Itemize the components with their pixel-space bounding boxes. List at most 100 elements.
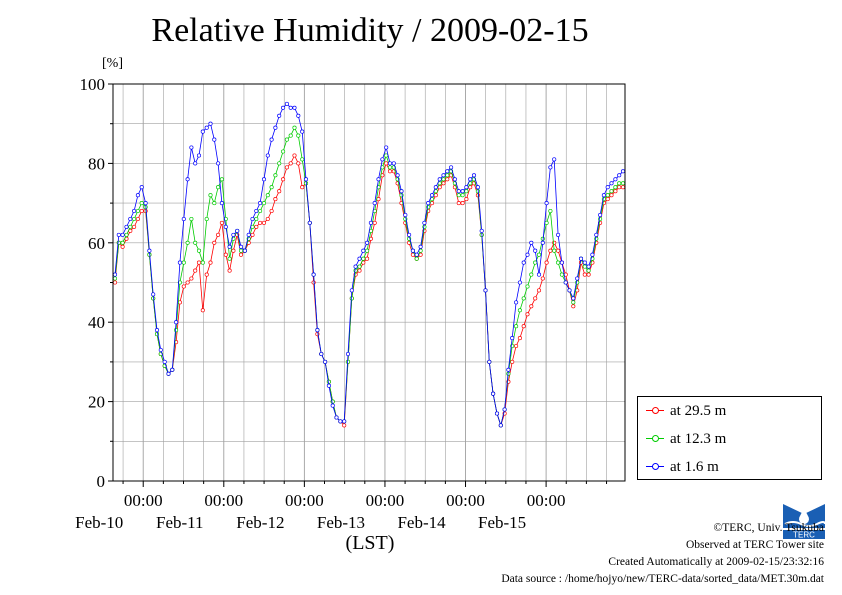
footer-created: Created Automatically at 2009-02-15/23:3…: [608, 556, 824, 568]
data-point: [372, 220, 377, 225]
data-point: [238, 248, 244, 253]
data-point: [296, 161, 301, 166]
data-point: [227, 244, 232, 249]
data-point: [426, 201, 431, 206]
legend-marker: [646, 434, 664, 444]
data-point: [292, 105, 297, 110]
data-point: [368, 220, 373, 225]
data-point: [112, 272, 118, 277]
data-point: [357, 256, 362, 261]
data-point: [311, 280, 316, 285]
data-point: [277, 113, 282, 118]
series-2: [112, 101, 626, 428]
data-point: [269, 185, 274, 190]
data-point: [250, 232, 255, 237]
data-point: [456, 201, 461, 206]
data-point: [349, 288, 354, 293]
data-point: [586, 268, 591, 273]
data-point: [258, 220, 263, 225]
data-point: [571, 296, 576, 301]
data-point: [288, 133, 293, 138]
data-point: [609, 189, 614, 194]
data-point: [491, 391, 496, 396]
data-point: [483, 288, 488, 293]
data-point: [135, 216, 140, 222]
data-point: [556, 232, 561, 237]
data-point: [613, 177, 618, 182]
data-point: [292, 153, 297, 158]
data-point: [132, 208, 137, 214]
data-point: [258, 201, 263, 206]
data-point: [300, 157, 305, 162]
data-point: [300, 185, 305, 190]
data-point: [342, 423, 347, 428]
data-point: [185, 280, 190, 285]
series-1: [112, 125, 626, 428]
data-point: [414, 256, 419, 261]
data-point: [449, 165, 454, 170]
data-point: [407, 232, 412, 237]
data-point: [391, 161, 396, 166]
data-point: [525, 312, 530, 317]
legend-item-12-3m: at 12.3 m: [646, 427, 726, 451]
data-point: [437, 177, 442, 182]
data-point: [124, 232, 129, 237]
data-point: [414, 252, 419, 257]
data-point: [536, 252, 542, 257]
data-point: [208, 193, 213, 198]
data-point: [582, 272, 587, 277]
x-tick-date-label: Feb-14: [397, 513, 446, 532]
data-point: [307, 220, 312, 225]
data-point: [177, 260, 182, 265]
data-point: [582, 264, 587, 269]
data-point: [204, 125, 209, 130]
data-point: [193, 268, 198, 273]
data-point: [212, 240, 217, 245]
data-point: [154, 328, 160, 333]
data-point: [200, 260, 205, 265]
y-axis-unit: [%]: [102, 56, 123, 71]
data-point: [132, 216, 137, 222]
data-point: [536, 288, 542, 293]
data-point: [196, 248, 202, 253]
data-point: [460, 189, 465, 194]
data-point: [281, 105, 286, 110]
data-point: [590, 252, 595, 257]
data-point: [139, 201, 144, 206]
data-point: [361, 256, 366, 261]
data-point: [529, 304, 534, 309]
series-line: [114, 103, 624, 427]
x-tick-date-label: Feb-15: [478, 513, 526, 532]
data-point: [598, 212, 603, 218]
data-point: [403, 212, 408, 218]
data-point: [479, 228, 484, 233]
data-point: [189, 216, 194, 222]
data-point: [441, 173, 446, 178]
data-point: [227, 268, 232, 273]
data-point: [216, 185, 221, 190]
x-tick-date-label: Feb-13: [317, 513, 365, 532]
data-point: [219, 220, 224, 225]
data-point: [349, 296, 354, 301]
data-point: [231, 248, 236, 253]
y-tick-label: 60: [88, 234, 105, 253]
legend: at 29.5 m at 12.3 m at 1.6 m: [637, 396, 822, 480]
x-tick-time-label: 00:00: [446, 491, 485, 510]
data-point: [586, 264, 591, 269]
data-point: [204, 272, 209, 277]
data-point: [219, 201, 224, 206]
data-point: [510, 359, 515, 364]
data-point: [158, 347, 163, 353]
y-tick-label: 80: [88, 154, 105, 173]
data-point: [613, 189, 618, 194]
data-point: [185, 177, 190, 182]
y-tick-label: 40: [88, 313, 105, 332]
footer-copyright: ©TERC, Univ. Tsukuba: [713, 522, 824, 534]
data-point: [517, 308, 522, 313]
data-point: [300, 129, 305, 134]
data-point: [345, 351, 351, 357]
data-point: [112, 276, 118, 281]
data-point: [254, 216, 259, 222]
data-point: [261, 201, 267, 206]
data-point: [571, 304, 576, 309]
